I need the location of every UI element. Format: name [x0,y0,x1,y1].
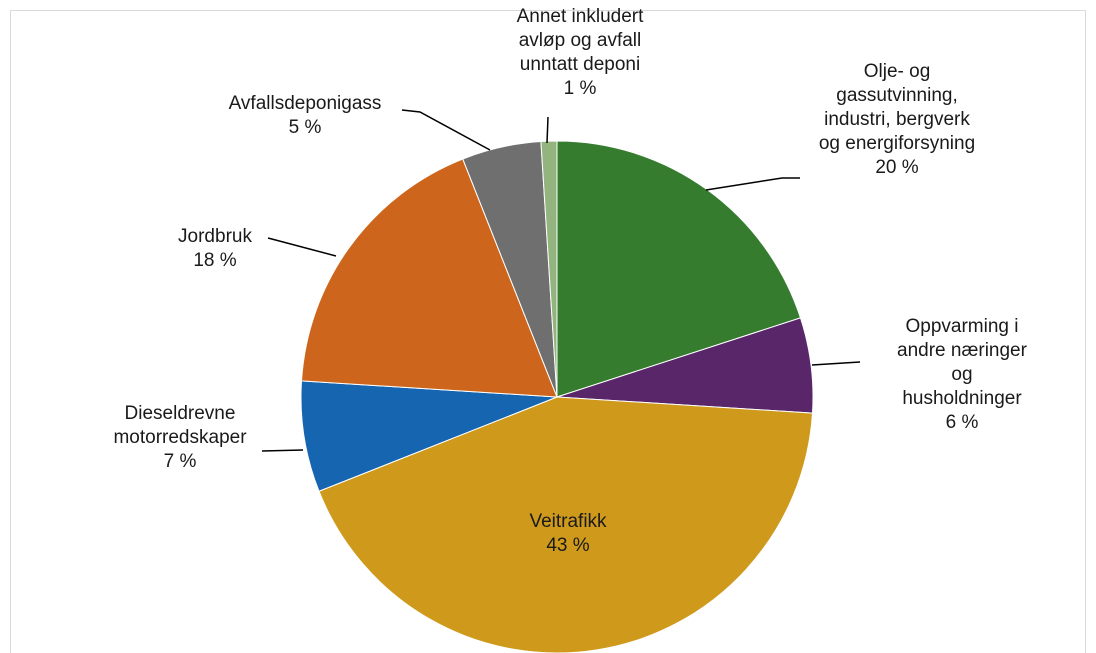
leader-line [811,361,861,366]
leader-line [401,109,491,151]
slice-name: Dieseldrevne motorredskaper [113,403,247,448]
slice-label: Oppvarming i andre næringer og husholdni… [895,315,1029,435]
slice-name: Jordbruk [178,226,252,247]
slice-value: 7 % [163,451,197,472]
pie-slice [300,380,558,492]
leader-line [546,116,549,144]
slice-label: Jordbruk 18 % [178,225,252,273]
slice-label: Veitrafikk 43 % [529,510,606,558]
slice-value: 5 % [288,117,322,138]
slice-name: Avfallsdeponigass [228,93,382,114]
slice-value: 18 % [193,250,237,271]
slice-label: Annet inkludert avløp og avfall unntatt … [517,5,644,101]
slice-value: 43 % [546,535,590,556]
leader-line [705,177,800,191]
pie [300,140,814,653]
slice-value: 20 % [875,157,919,178]
slice-name: Veitrafikk [529,511,607,532]
pie-slice [300,158,558,398]
leader-line [261,449,304,452]
pie-slice [318,396,814,653]
slice-label: Olje- og gassutvinning, industri, bergve… [819,60,975,180]
chart-border [10,10,1086,653]
leader-lines [261,109,861,452]
slice-value: 1 % [563,78,597,99]
slice-label: Dieseldrevne motorredskaper 7 % [113,402,246,474]
leader-line [267,237,337,257]
slice-value: 6 % [945,412,979,433]
slice-name: Oppvarming i andre næringer og husholdni… [897,316,1027,409]
pie-slice [540,140,558,398]
slice-label: Avfallsdeponigass 5 % [229,92,382,140]
slice-name: Olje- og gassutvinning, industri, bergve… [818,61,976,154]
slice-name: Annet inkludert avløp og avfall unntatt … [516,6,644,75]
